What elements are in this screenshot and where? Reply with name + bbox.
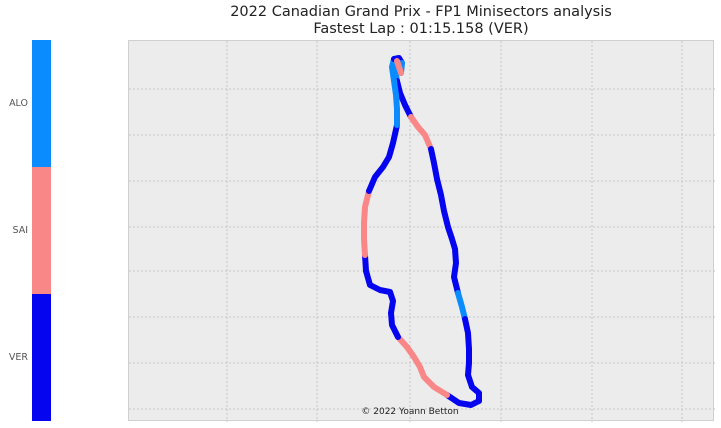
chart-title-line2: Fastest Lap : 01:15.158 (VER) (313, 21, 529, 37)
minisector-14-sai (394, 58, 404, 76)
colorbar-label-sai: SAI (12, 224, 28, 236)
minisector-4-ver (428, 146, 461, 296)
track-map-svg (129, 41, 715, 422)
track-map-plot (128, 40, 715, 422)
driver-colorbar (32, 40, 51, 421)
chart-title-line1: 2022 Canadian Grand Prix - FP1 Minisecto… (230, 4, 612, 20)
minisector-7-sai (395, 334, 450, 398)
chart-title: 2022 Canadian Grand Prix - FP1 Minisecto… (128, 4, 714, 38)
colorbar-segment-ver (32, 294, 51, 421)
minisector-11-alo (389, 56, 400, 128)
minisector-5-alo (455, 290, 468, 322)
minisector-6-ver (444, 316, 482, 408)
minisector-3-sai (408, 114, 434, 152)
minisector-2-ver (394, 78, 414, 120)
colorbar-segment-sai (32, 167, 51, 294)
minisector-10-ver (366, 122, 400, 194)
copyright-credit: © 2022 Yoann Betton (361, 407, 459, 417)
minisector-9-sai (361, 188, 372, 258)
colorbar-segment-alo (32, 40, 51, 167)
minisector-8-ver (362, 252, 401, 340)
colorbar-label-ver: VER (8, 351, 28, 363)
colorbar-label-alo: ALO (9, 97, 28, 109)
